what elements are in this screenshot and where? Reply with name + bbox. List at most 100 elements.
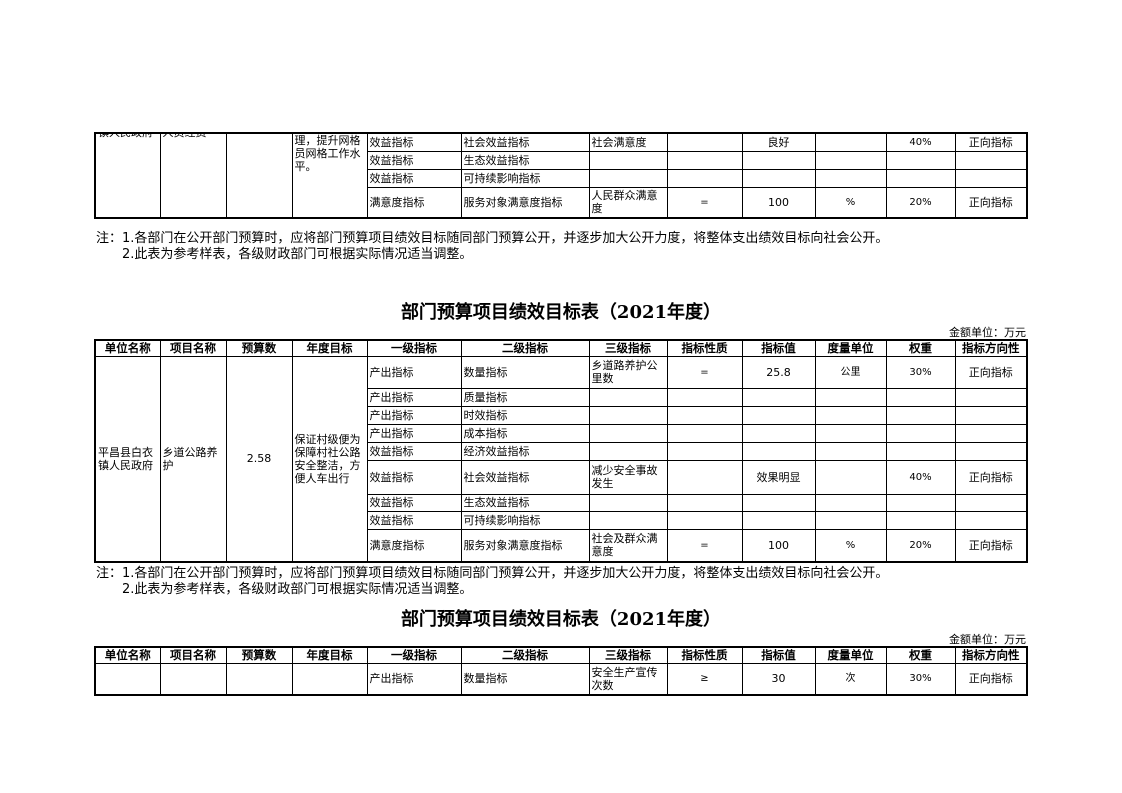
table-cell	[588, 510, 668, 530]
performance-table-2: 单位名称 项目名称 预算数 年度目标 一级指标 二级指标 三级指标 指标性质 指标值 度量单位 权重…	[94, 339, 1028, 563]
table-cell: 20%	[885, 528, 956, 563]
performance-table-1: 镇人民政府人员经费理，提升网格员网格工作水平。效益指标社会效益指标社会满意度良好…	[94, 132, 1028, 219]
table-cell: 产出指标	[366, 662, 462, 696]
table-cell	[814, 150, 887, 170]
table-cell	[814, 423, 887, 443]
table-cell	[954, 493, 1028, 512]
table-cell: =	[666, 355, 743, 389]
table-cell	[666, 459, 743, 495]
annual-goal-cell: 保证村级便为保障村社公路安全整洁，方便人车出行	[294, 432, 361, 485]
table-cell	[741, 493, 816, 512]
table-cell: %	[814, 528, 887, 563]
table-cell	[954, 405, 1028, 425]
table-cell	[954, 168, 1028, 188]
table-cell: 次	[814, 662, 887, 696]
column-header: 二级指标	[460, 339, 590, 357]
table-cell	[954, 441, 1028, 461]
table-cell	[588, 387, 668, 407]
table-cell: 40%	[885, 459, 956, 495]
table-cell: 效益指标	[366, 459, 462, 495]
table-cell	[814, 405, 887, 425]
table-cell: 服务对象满意度指标	[460, 186, 590, 219]
table-cell: 正向指标	[954, 662, 1028, 696]
column-header: 二级指标	[460, 646, 590, 664]
table-cell: 社会满意度	[588, 132, 668, 152]
table-cell	[588, 441, 668, 461]
table-row: 平昌县白衣镇人民政府 乡道公路养护 2.58 保证村级便为保障村社公路安全整洁，方便人…	[94, 355, 1028, 563]
table-cell	[885, 441, 956, 461]
project-name-cell: 人员经费	[163, 134, 224, 139]
table-cell: 产出指标	[366, 355, 462, 389]
column-header: 单位名称	[94, 339, 161, 357]
table-cell	[885, 150, 956, 170]
amount-unit-label: 金额单位：万元	[949, 633, 1026, 646]
table-cell: =	[666, 528, 743, 563]
table-cell	[666, 510, 743, 530]
table-cell	[666, 423, 743, 443]
table-cell	[814, 132, 887, 152]
table-cell	[954, 387, 1028, 407]
column-header: 一级指标	[366, 339, 462, 357]
table-cell: %	[814, 186, 887, 219]
table-cell: 社会效益指标	[460, 132, 590, 152]
table-row: 效益指标 可持续影响指标	[95, 168, 1028, 188]
table-cell: 数量指标	[460, 662, 590, 696]
table-row: 产出指标 数量指标 安全生产宣传次数 ≥30 次 30% 正向指标	[94, 662, 1028, 696]
table-cell: 公里	[814, 355, 887, 389]
column-header: 项目名称	[159, 646, 227, 664]
table-2-title: 部门预算项目绩效目标表（2021年度）	[400, 302, 722, 323]
table-cell: 可持续影响指标	[460, 510, 590, 530]
table-cell: 满意度指标	[366, 186, 462, 219]
table-cell: 数量指标	[460, 355, 590, 389]
table-cell	[885, 423, 956, 443]
column-header: 指标性质	[666, 339, 743, 357]
table-cell	[741, 168, 816, 188]
table-cell: ≥	[666, 662, 743, 696]
table-cell: 时效指标	[460, 405, 590, 425]
table-cell	[741, 441, 816, 461]
column-header: 指标性质	[666, 646, 743, 664]
table-row: 效益指标 生态效益指标	[95, 493, 1028, 512]
table-cell: 20%	[885, 186, 956, 219]
table-cell	[588, 168, 668, 188]
table-cell: 40%	[885, 132, 956, 152]
table-cell: 产出指标	[366, 405, 462, 425]
column-header: 三级指标	[588, 646, 668, 664]
table-cell: 30%	[885, 355, 956, 389]
column-header: 预算数	[225, 646, 293, 664]
table-cell	[666, 493, 743, 512]
column-header: 年度目标	[291, 339, 368, 357]
table-cell	[954, 150, 1028, 170]
table-cell	[741, 387, 816, 407]
note-2: 2.此表为参考样表，各级财政部门可根据实际情况适当调整。	[96, 582, 473, 597]
table-cell	[588, 493, 668, 512]
table-cell: 30%	[885, 662, 956, 696]
table-cell	[885, 405, 956, 425]
table-row: 产出指标 成本指标	[95, 423, 1028, 443]
table-cell	[741, 405, 816, 425]
table-row: 满意度指标 服务对象满意度指标 社会及群众满意度 = 100% 20% 正向指标	[95, 528, 1028, 563]
table-cell: 满意度指标	[366, 528, 462, 563]
column-header: 三级指标	[588, 339, 668, 357]
table-cell	[814, 459, 887, 495]
table-cell: 社会及群众满意度	[588, 528, 668, 563]
table-cell: 效果明显	[741, 459, 816, 495]
table-row: 镇人民政府人员经费理，提升网格员网格工作水平。效益指标社会效益指标社会满意度良好…	[94, 132, 1028, 219]
table-cell	[741, 150, 816, 170]
column-header: 权重	[885, 339, 956, 357]
unit-name-cell: 平昌县白衣镇人民政府	[98, 445, 153, 472]
table-cell	[741, 423, 816, 443]
amount-unit-label: 金额单位：万元	[949, 326, 1026, 339]
table-cell: 质量指标	[460, 387, 590, 407]
table-cell	[588, 405, 668, 425]
table-row: 效益指标 生态效益指标	[95, 150, 1028, 170]
table-cell: 正向指标	[954, 186, 1028, 219]
table-cell: 良好	[741, 132, 816, 152]
table-cell	[814, 168, 887, 188]
table-cell	[885, 168, 956, 188]
table-cell: 服务对象满意度指标	[460, 528, 590, 563]
table-cell	[885, 387, 956, 407]
unit-name-cell: 镇人民政府	[98, 134, 158, 139]
table-cell: 效益指标	[366, 168, 462, 188]
table-cell: 效益指标	[366, 493, 462, 512]
